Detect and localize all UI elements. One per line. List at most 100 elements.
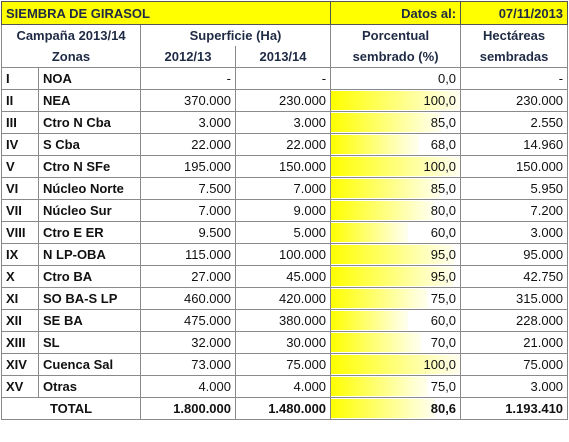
table-row: V Ctro N SFe 195.000 150.000 100,0 150.000 xyxy=(1,155,569,178)
percent-cell: 75,0 xyxy=(330,287,462,310)
hectares: 315.000 xyxy=(460,287,569,310)
table-row: XI SO BA-S LP 460.000 420.000 75,0 315.000 xyxy=(1,287,569,310)
campaign-header: Campaña 2013/14 xyxy=(1,24,141,46)
data-bar xyxy=(331,157,460,176)
area-2013: 4.000 xyxy=(234,375,332,398)
area-2012: 27.000 xyxy=(140,265,236,288)
data-bar xyxy=(331,289,428,308)
area-2013: 45.000 xyxy=(234,265,332,288)
percent-value: 0,0 xyxy=(437,71,457,86)
percent-value: 68,0 xyxy=(430,137,457,152)
zone: NEA xyxy=(38,89,141,112)
percent-value: 100,0 xyxy=(423,93,457,108)
table-row: VIII Ctro E ER 9.500 5.000 60,0 3.000 xyxy=(1,221,569,244)
percent-value: 100,0 xyxy=(423,357,457,372)
zone: SO BA-S LP xyxy=(38,287,141,310)
region-number: V xyxy=(1,155,39,178)
zone: Ctro N Cba xyxy=(38,111,141,134)
zone: Otras xyxy=(38,375,141,398)
region-number: XV xyxy=(1,375,39,398)
percent-cell: 60,0 xyxy=(330,221,462,244)
hectares: 75.000 xyxy=(460,353,569,376)
hectares: 150.000 xyxy=(460,155,569,178)
region-number: IV xyxy=(1,133,39,156)
data-bar xyxy=(331,355,460,374)
hectares: 228.000 xyxy=(460,309,569,332)
area-2013: 420.000 xyxy=(234,287,332,310)
table-row: XV Otras 4.000 4.000 75,0 3.000 xyxy=(1,375,569,398)
zone: Núcleo Norte xyxy=(38,177,141,200)
pct-header: sembrado (%) xyxy=(330,46,462,68)
percent-value: 95,0 xyxy=(430,247,457,262)
area-2012: 9.500 xyxy=(140,221,236,244)
area-2012: 195.000 xyxy=(140,155,236,178)
percent-cell: 0,0 xyxy=(330,67,462,90)
zone: SL xyxy=(38,331,141,354)
zone: Ctro BA xyxy=(38,265,141,288)
table-row: XII SE BA 475.000 380.000 60,0 228.000 xyxy=(1,309,569,332)
year-header: 2012/13 xyxy=(140,46,236,68)
percent-value: 75,0 xyxy=(430,291,457,306)
area-2012: - xyxy=(140,67,236,90)
table-row: X Ctro BA 27.000 45.000 95,0 42.750 xyxy=(1,265,569,288)
percent-cell: 100,0 xyxy=(330,155,462,178)
table-row: VII Núcleo Sur 7.000 9.000 80,0 7.200 xyxy=(1,199,569,222)
region-number: XI xyxy=(1,287,39,310)
area-2013: 150.000 xyxy=(234,155,332,178)
percent-value: 95,0 xyxy=(430,269,457,284)
percent-value: 85,0 xyxy=(430,115,457,130)
zone: SE BA xyxy=(38,309,141,332)
area-2012: 115.000 xyxy=(140,243,236,266)
percent-cell: 100,0 xyxy=(330,353,462,376)
percent-value: 80,6 xyxy=(430,401,457,416)
data-bar xyxy=(331,267,454,286)
area-2013: 230.000 xyxy=(234,89,332,112)
sowing-table: SIEMBRA DE GIRASOL Datos al: 07/11/2013 … xyxy=(0,1,569,420)
data-bar xyxy=(331,91,460,110)
region-number: X xyxy=(1,265,39,288)
area-2012: 32.000 xyxy=(140,331,236,354)
total-value: 1.193.410 xyxy=(460,397,569,420)
hectares: 230.000 xyxy=(460,89,569,112)
zone: Cuenca Sal xyxy=(38,353,141,376)
area-2013: 75.000 xyxy=(234,353,332,376)
zone: S Cba xyxy=(38,133,141,156)
table-row: XIII SL 32.000 30.000 70,0 21.000 xyxy=(1,331,569,354)
area-2012: 73.000 xyxy=(140,353,236,376)
area-2012: 7.000 xyxy=(140,199,236,222)
percent-value: 85,0 xyxy=(430,181,457,196)
data-bar xyxy=(331,245,454,264)
region-number: VIII xyxy=(1,221,39,244)
percent-cell: 60,0 xyxy=(330,309,462,332)
data-bar xyxy=(331,333,422,352)
percent-cell: 85,0 xyxy=(330,177,462,200)
title: SIEMBRA DE GIRASOL xyxy=(0,1,332,25)
hectares: 95.000 xyxy=(460,243,569,266)
region-number: VI xyxy=(1,177,39,200)
hectares: 42.750 xyxy=(460,265,569,288)
area-2012: 3.000 xyxy=(140,111,236,134)
area-2013: 30.000 xyxy=(234,331,332,354)
region-number: XII xyxy=(1,309,39,332)
percent-value: 80,0 xyxy=(430,203,457,218)
year-header: 2013/14 xyxy=(234,46,332,68)
region-number: IX xyxy=(1,243,39,266)
percent-value: 70,0 xyxy=(430,335,457,350)
area-2013: 7.000 xyxy=(234,177,332,200)
area-2012: 22.000 xyxy=(140,133,236,156)
total-label: TOTAL xyxy=(1,397,141,420)
total-value: 1.480.000 xyxy=(234,397,332,420)
pct-header: Porcentual xyxy=(330,24,462,46)
data-bar xyxy=(331,135,419,154)
percent-value: 75,0 xyxy=(430,379,457,394)
zone: Ctro N SFe xyxy=(38,155,141,178)
percent-value: 60,0 xyxy=(430,225,457,240)
region-number: VII xyxy=(1,199,39,222)
region-number: II xyxy=(1,89,39,112)
zones-header: Zonas xyxy=(1,46,141,68)
area-2013: 9.000 xyxy=(234,199,332,222)
data-bar xyxy=(331,377,428,396)
percent-cell: 95,0 xyxy=(330,265,462,288)
zone: Núcleo Sur xyxy=(38,199,141,222)
